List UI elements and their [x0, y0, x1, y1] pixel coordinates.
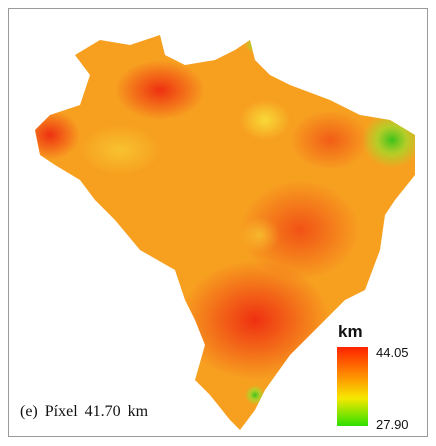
legend-colorbar — [337, 347, 368, 426]
legend-title: km — [338, 322, 363, 341]
caption: (e) Píxel 41.70 km — [20, 403, 149, 420]
legend-min-label: 27.90 — [376, 417, 409, 432]
legend-max-label: 44.05 — [376, 345, 409, 360]
